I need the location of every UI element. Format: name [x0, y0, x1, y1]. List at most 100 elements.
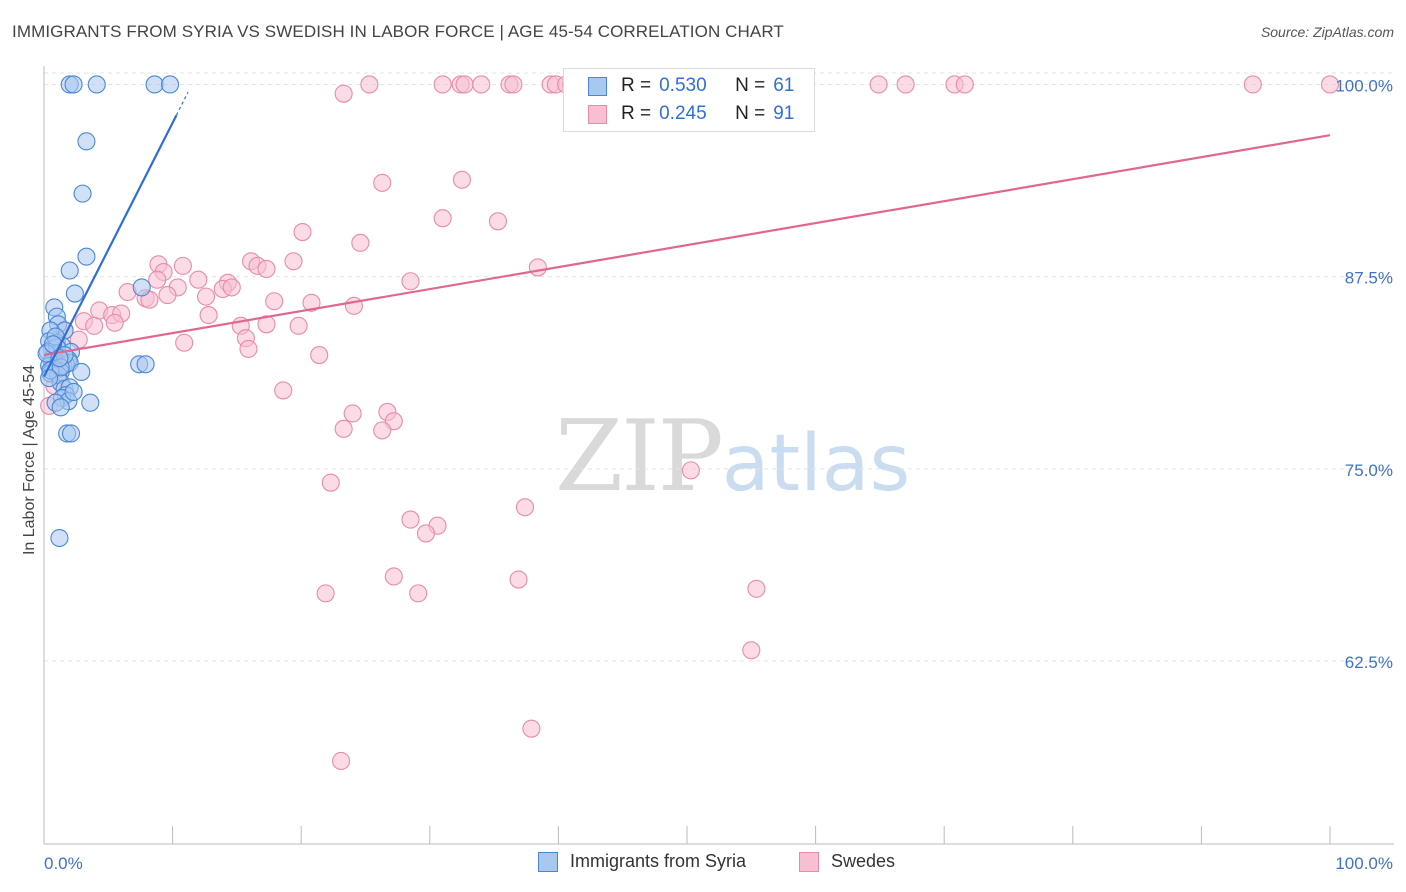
legend-item-syria[interactable]: Immigrants from Syria: [538, 851, 746, 872]
swedes-point: [373, 173, 392, 192]
swedes-point: [433, 209, 452, 228]
y-tick-label: 62.5%: [1345, 653, 1393, 672]
syria-point: [132, 278, 151, 297]
y-tick-label: 75.0%: [1345, 461, 1393, 480]
swedes-point: [105, 313, 124, 332]
syria-points: [37, 75, 180, 548]
swedes-point: [334, 419, 353, 438]
swedes-point: [1243, 75, 1262, 94]
swedes-point: [401, 272, 420, 291]
swedes-point: [293, 223, 312, 242]
swedes-point: [747, 579, 766, 598]
source-label: Source: ZipAtlas.com: [1260, 24, 1394, 40]
legend-label-syria: Immigrants from Syria: [570, 851, 747, 871]
axes: [43, 66, 1394, 845]
legend-swatch-syria: [588, 76, 607, 96]
y-tick-label: 87.5%: [1345, 269, 1393, 288]
watermark-atlas: atlas: [721, 419, 911, 509]
swedes-point: [452, 170, 472, 189]
swedes-point: [332, 751, 351, 771]
syria-point: [40, 369, 59, 388]
swedes-point: [302, 293, 321, 312]
correlation-legend: R = 0.530 N = 61 R = 0.245 N = 91: [563, 68, 815, 132]
syria-point: [81, 393, 100, 412]
syria-point: [65, 284, 84, 303]
swedes-points: [40, 75, 1340, 771]
swedes-point: [955, 75, 974, 94]
swedes-point: [504, 75, 523, 94]
swedes-point: [522, 719, 541, 738]
legend-row-syria: R = 0.530 N = 61: [564, 72, 794, 100]
swedes-point: [265, 292, 284, 311]
x-tick-label-max: 100.0%: [1335, 854, 1393, 873]
swedes-point: [158, 286, 177, 305]
series-legend: Immigrants from Syria Swedes: [0, 851, 1406, 877]
swedes-point: [316, 584, 335, 603]
y-axis-label: In Labor Force | Age 45-54: [21, 364, 38, 556]
r-value-syria: 0.530: [659, 75, 707, 96]
n-label: N =: [735, 75, 766, 96]
syria-point: [72, 362, 91, 382]
swedes-point: [1320, 75, 1340, 94]
swedes-point: [373, 421, 392, 440]
swedes-point: [384, 567, 403, 586]
syria-point: [87, 75, 106, 94]
chart-title: IMMIGRANTS FROM SYRIA VS SWEDISH IN LABO…: [12, 22, 784, 41]
swedes-point: [196, 287, 216, 306]
n-label: N =: [735, 103, 766, 124]
swedes-point: [257, 259, 276, 279]
swedes-point: [173, 256, 192, 275]
swedes-point: [515, 498, 535, 517]
syria-trend-line: [43, 114, 178, 378]
swedes-point: [222, 278, 241, 297]
swedes-point: [433, 75, 452, 94]
r-value-swedes: 0.245: [659, 103, 707, 124]
swedes-point: [488, 212, 508, 231]
swedes-point: [344, 296, 363, 315]
syria-point: [77, 132, 96, 151]
legend-row-swedes: R = 0.245 N = 91: [564, 100, 794, 128]
gridlines: [44, 72, 1394, 662]
swedes-point: [199, 306, 218, 325]
syria-point: [61, 424, 81, 443]
swedes-point: [85, 316, 104, 335]
swedes-point: [334, 84, 353, 103]
swedes-point: [509, 570, 528, 589]
r-label: R =: [621, 103, 652, 124]
trend-lines: [43, 91, 1331, 378]
swedes-point: [472, 75, 491, 94]
swedes-point: [274, 381, 293, 400]
swedes-point: [896, 75, 915, 94]
swedes-point: [416, 524, 435, 543]
legend-item-swedes[interactable]: Swedes: [799, 851, 895, 872]
swedes-point: [175, 333, 194, 352]
n-value-swedes: 91: [773, 103, 795, 124]
syria-point: [145, 75, 164, 94]
swedes-point: [321, 473, 340, 492]
syria-point: [64, 75, 83, 94]
x-tick-label-min: 0.0%: [44, 854, 83, 873]
swedes-point: [869, 75, 888, 94]
legend-swatch-syria: [538, 851, 558, 872]
legend-swatch-swedes: [799, 851, 819, 872]
syria-point: [160, 75, 180, 94]
n-value-syria: 61: [773, 75, 795, 96]
swedes-point: [360, 75, 379, 94]
syria-point: [64, 382, 83, 402]
legend-swatch-swedes: [588, 104, 607, 124]
syria-point: [51, 398, 70, 417]
swedes-point: [289, 316, 308, 335]
syria-point: [136, 355, 155, 374]
legend-label-swedes: Swedes: [831, 851, 896, 871]
tick-labels: 62.5% 75.0% 87.5% 100.0% 0.0% 100.0%: [44, 76, 1393, 873]
syria-trend-extension: [175, 91, 189, 116]
swedes-point: [409, 584, 428, 603]
syria-point: [60, 261, 79, 280]
syria-point: [73, 184, 92, 203]
swedes-point: [189, 270, 208, 289]
y-tick-label: 100.0%: [1335, 76, 1393, 95]
swedes-point: [239, 339, 258, 358]
swedes-point: [284, 252, 303, 271]
r-label: R =: [621, 75, 652, 96]
